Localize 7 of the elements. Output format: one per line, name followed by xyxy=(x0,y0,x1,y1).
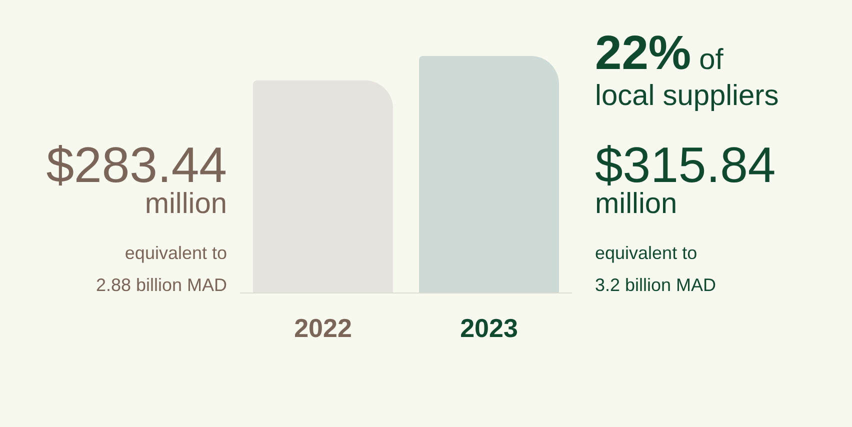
text: equivalent to 2.88 billion MAD xyxy=(96,243,227,295)
text: 22% of local suppliers xyxy=(595,27,780,114)
x-tick-label: 2022 xyxy=(294,313,352,343)
text: $315.84 million xyxy=(595,137,777,220)
text: $283.44 million xyxy=(45,137,227,220)
text: equivalent to 3.2 billion MAD xyxy=(595,243,716,295)
x-tick-label: 2023 xyxy=(460,313,518,343)
